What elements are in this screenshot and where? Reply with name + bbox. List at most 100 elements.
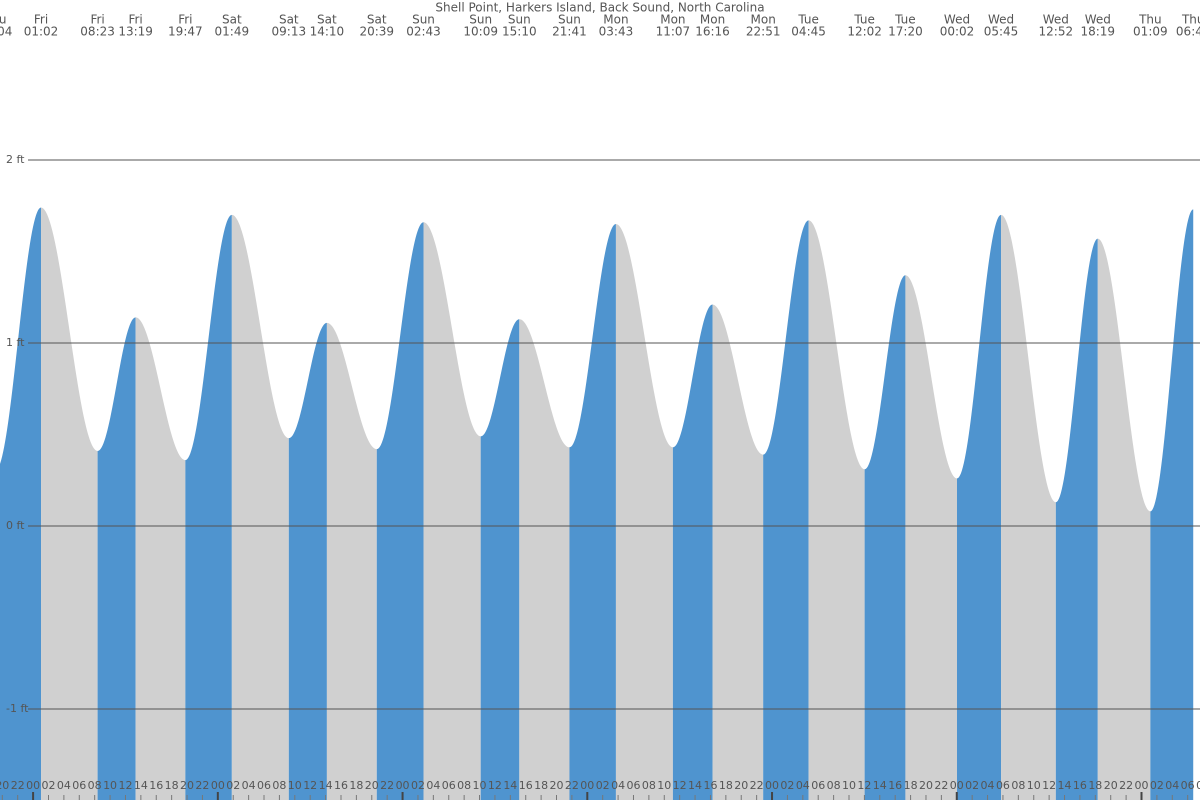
event-day: Mon <box>751 13 776 27</box>
rising-tide <box>956 214 1002 800</box>
event-time: 22:51 <box>746 25 781 39</box>
event-time: 09:13 <box>272 25 307 39</box>
falling-tide <box>41 207 98 800</box>
event-day: Sun <box>508 13 531 27</box>
event-time: 14:10 <box>310 25 345 39</box>
y-tick-label: 1 ft <box>6 336 25 349</box>
x-tick-label: 02 <box>1150 779 1164 792</box>
x-tick-label: 22 <box>750 779 764 792</box>
x-tick-label: 10 <box>103 779 117 792</box>
x-tick-label: 02 <box>411 779 425 792</box>
x-tick-label: 00 <box>396 779 410 792</box>
x-tick-label: 18 <box>534 779 548 792</box>
x-tick-label: 14 <box>503 779 517 792</box>
x-tick-label: 02 <box>596 779 610 792</box>
event-day: Tue <box>853 13 875 27</box>
falling-tide <box>1097 238 1151 800</box>
x-tick-label: 14 <box>319 779 333 792</box>
x-tick-label: 02 <box>41 779 55 792</box>
x-tick-label: 04 <box>611 779 625 792</box>
x-tick-label: 16 <box>519 779 533 792</box>
x-tick-label: 06 <box>442 779 456 792</box>
event-day: Sat <box>279 13 299 27</box>
rising-tide <box>185 214 232 800</box>
x-tick-label: 06 <box>257 779 271 792</box>
x-tick-label: 14 <box>1058 779 1072 792</box>
event-day: Wed <box>988 13 1014 27</box>
rising-tide <box>763 220 809 800</box>
x-tick-label: 20 <box>1104 779 1118 792</box>
event-day: Sun <box>558 13 581 27</box>
event-day: Mon <box>603 13 628 27</box>
x-tick-label: 00 <box>1135 779 1149 792</box>
x-tick-label: 00 <box>26 779 40 792</box>
event-day: Fri <box>128 13 142 27</box>
rising-tide <box>672 304 713 800</box>
event-time: 20:39 <box>359 25 394 39</box>
x-tick-label: 00 <box>580 779 594 792</box>
x-tick-label: 20 <box>734 779 748 792</box>
event-time: 11:07 <box>656 25 691 39</box>
event-day: Wed <box>944 13 970 27</box>
x-tick-label: 06 <box>996 779 1010 792</box>
rising-tide <box>97 317 136 800</box>
event-time: 01:09 <box>1133 25 1168 39</box>
x-tick-label: 08 <box>1011 779 1025 792</box>
event-time: 12:52 <box>1039 25 1074 39</box>
event-time: 16:16 <box>695 25 730 39</box>
x-tick-label: 18 <box>904 779 918 792</box>
falling-tide <box>712 304 764 800</box>
event-time: 02:43 <box>406 25 441 39</box>
event-day: Thu <box>0 13 6 27</box>
event-day: Sat <box>367 13 387 27</box>
falling-tide <box>615 224 673 800</box>
x-tick-label: 00 <box>765 779 779 792</box>
x-tick-label: 04 <box>796 779 810 792</box>
x-tick-label: 14 <box>134 779 148 792</box>
event-time: 19:04 <box>0 25 12 39</box>
event-time: 10:09 <box>463 25 498 39</box>
x-tick-label: 16 <box>1073 779 1087 792</box>
x-tick-label: 04 <box>426 779 440 792</box>
event-day: Sat <box>317 13 337 27</box>
event-day: Fri <box>178 13 192 27</box>
event-time: 04:45 <box>791 25 826 39</box>
tide-areas <box>0 207 1194 800</box>
x-tick-label: 18 <box>719 779 733 792</box>
chart-title: Shell Point, Harkers Island, Back Sound,… <box>435 1 764 15</box>
x-tick-label: 08 <box>88 779 102 792</box>
x-tick-label: 18 <box>349 779 363 792</box>
rising-tide <box>480 319 520 800</box>
falling-tide <box>231 214 289 800</box>
x-tick-label: 22 <box>195 779 209 792</box>
x-tick-label: 06 <box>626 779 640 792</box>
x-tick-label: 04 <box>1165 779 1179 792</box>
falling-tide <box>326 322 377 800</box>
x-tick-label: 20 <box>550 779 564 792</box>
falling-tide <box>135 317 186 800</box>
event-day: Sat <box>222 13 242 27</box>
x-tick-label: 12 <box>857 779 871 792</box>
event-time: 17:20 <box>888 25 923 39</box>
x-tick-label: 06 <box>72 779 86 792</box>
x-tick-label: 02 <box>226 779 240 792</box>
x-tick-label: 08 <box>272 779 286 792</box>
event-day: Thu <box>1181 13 1200 27</box>
event-time: 05:45 <box>984 25 1019 39</box>
event-time: 03:43 <box>599 25 634 39</box>
falling-tide <box>519 319 570 800</box>
event-time: 00:02 <box>940 25 975 39</box>
rising-tide <box>569 224 616 800</box>
falling-tide <box>423 222 481 800</box>
x-tick-label: 06 <box>811 779 825 792</box>
x-tick-label: 14 <box>873 779 887 792</box>
rising-tide <box>288 322 327 800</box>
event-day: Thu <box>1138 13 1162 27</box>
y-tick-label: 0 ft <box>6 519 25 532</box>
x-tick-label: 12 <box>488 779 502 792</box>
x-tick-label: 16 <box>334 779 348 792</box>
event-time: 19:47 <box>168 25 203 39</box>
x-tick-label: 18 <box>1088 779 1102 792</box>
x-tick-label: 04 <box>242 779 256 792</box>
